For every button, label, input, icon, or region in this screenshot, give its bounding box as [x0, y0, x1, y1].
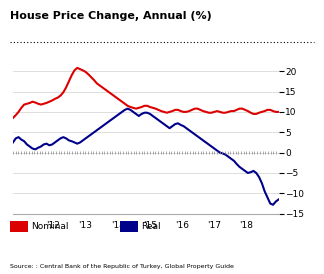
Text: Real: Real [141, 222, 161, 230]
Text: Source: : Central Bank of the Republic of Turkey, Global Property Guide: Source: : Central Bank of the Republic o… [10, 264, 234, 269]
Text: House Price Change, Annual (%): House Price Change, Annual (%) [10, 11, 212, 21]
Text: Nominal: Nominal [31, 222, 68, 230]
